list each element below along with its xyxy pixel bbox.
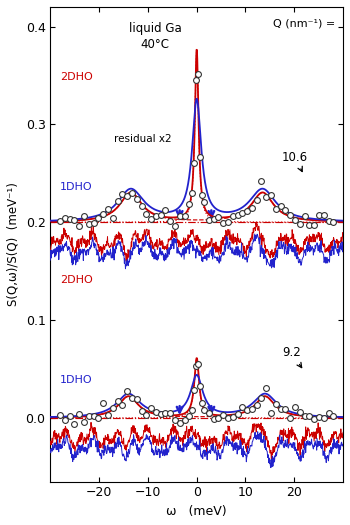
Text: 2DHO: 2DHO: [60, 275, 93, 285]
X-axis label: ω   (meV): ω (meV): [166, 505, 227, 518]
Y-axis label: S(Q,ω)/S(Q)  (meV⁻¹): S(Q,ω)/S(Q) (meV⁻¹): [7, 182, 20, 306]
Text: 10.6: 10.6: [282, 151, 308, 172]
Text: 9.2: 9.2: [282, 346, 302, 367]
Text: 1DHO: 1DHO: [60, 375, 93, 385]
Text: liquid Ga
40°C: liquid Ga 40°C: [129, 22, 182, 50]
Text: Q (nm⁻¹) =: Q (nm⁻¹) =: [273, 19, 336, 29]
Text: 2DHO: 2DHO: [60, 72, 93, 82]
Text: 1DHO: 1DHO: [60, 182, 93, 192]
Text: residual x2: residual x2: [114, 134, 172, 144]
